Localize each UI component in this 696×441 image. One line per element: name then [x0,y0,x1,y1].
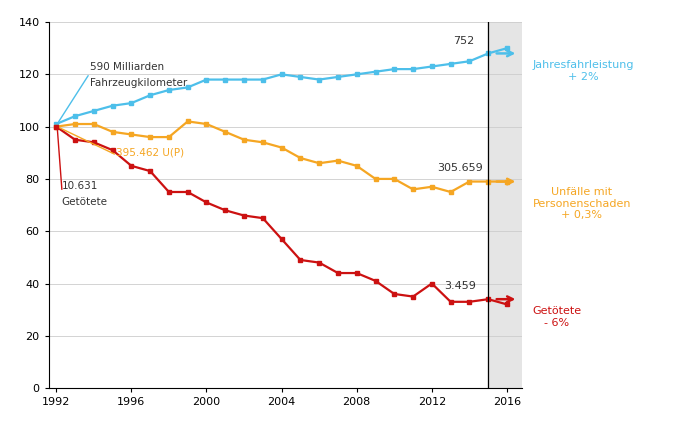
Text: Getötete: Getötete [62,197,108,207]
Text: 395.462 U(P): 395.462 U(P) [116,147,184,157]
Text: 305.659: 305.659 [437,163,483,173]
Text: 3.459: 3.459 [444,281,476,291]
Text: Fahrzeugkilometer: Fahrzeugkilometer [90,78,187,88]
Text: Getötete
- 6%: Getötete - 6% [532,306,582,328]
Text: Unfälle mit
Personenschaden
+ 0,3%: Unfälle mit Personenschaden + 0,3% [532,187,631,220]
Text: Jahresfahrleistung
+ 2%: Jahresfahrleistung + 2% [532,60,634,82]
Text: 10.631: 10.631 [62,181,98,191]
Text: 752: 752 [453,36,475,46]
Text: 590 Milliarden: 590 Milliarden [90,62,164,72]
Bar [488,22,522,388]
